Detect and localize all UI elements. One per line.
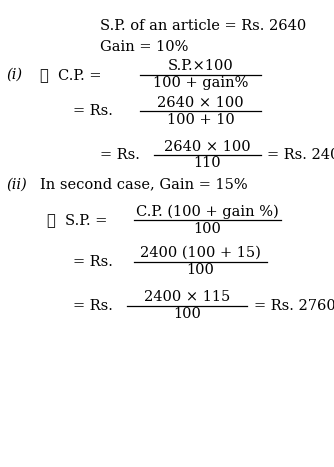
Text: Gain = 10%: Gain = 10% (100, 40, 189, 54)
Text: = Rs. 2760: = Rs. 2760 (254, 299, 334, 313)
Text: 100: 100 (173, 307, 201, 321)
Text: C.P. (100 + gain %): C.P. (100 + gain %) (136, 205, 279, 219)
Text: = Rs.: = Rs. (73, 255, 113, 269)
Text: 110: 110 (193, 156, 221, 170)
Text: = Rs. 2400: = Rs. 2400 (267, 148, 334, 162)
Text: ∴  C.P. =: ∴ C.P. = (40, 68, 102, 82)
Text: ∴  S.P. =: ∴ S.P. = (47, 213, 107, 227)
Text: = Rs.: = Rs. (73, 299, 113, 313)
Text: (i): (i) (7, 68, 23, 82)
Text: 100: 100 (186, 263, 214, 277)
Text: 2400 (100 + 15): 2400 (100 + 15) (140, 246, 261, 260)
Text: S.P.×100: S.P.×100 (168, 59, 233, 73)
Text: 100: 100 (193, 222, 221, 236)
Text: 2400 × 115: 2400 × 115 (144, 290, 230, 304)
Text: = Rs.: = Rs. (73, 104, 113, 118)
Text: 2640 × 100: 2640 × 100 (157, 96, 244, 110)
Text: 2640 × 100: 2640 × 100 (164, 140, 250, 154)
Text: 100 + gain%: 100 + gain% (153, 76, 248, 90)
Text: S.P. of an article = Rs. 2640: S.P. of an article = Rs. 2640 (100, 19, 307, 33)
Text: 100 + 10: 100 + 10 (167, 113, 234, 127)
Text: (ii): (ii) (7, 177, 27, 191)
Text: In second case, Gain = 15%: In second case, Gain = 15% (40, 177, 248, 191)
Text: = Rs.: = Rs. (100, 148, 140, 162)
